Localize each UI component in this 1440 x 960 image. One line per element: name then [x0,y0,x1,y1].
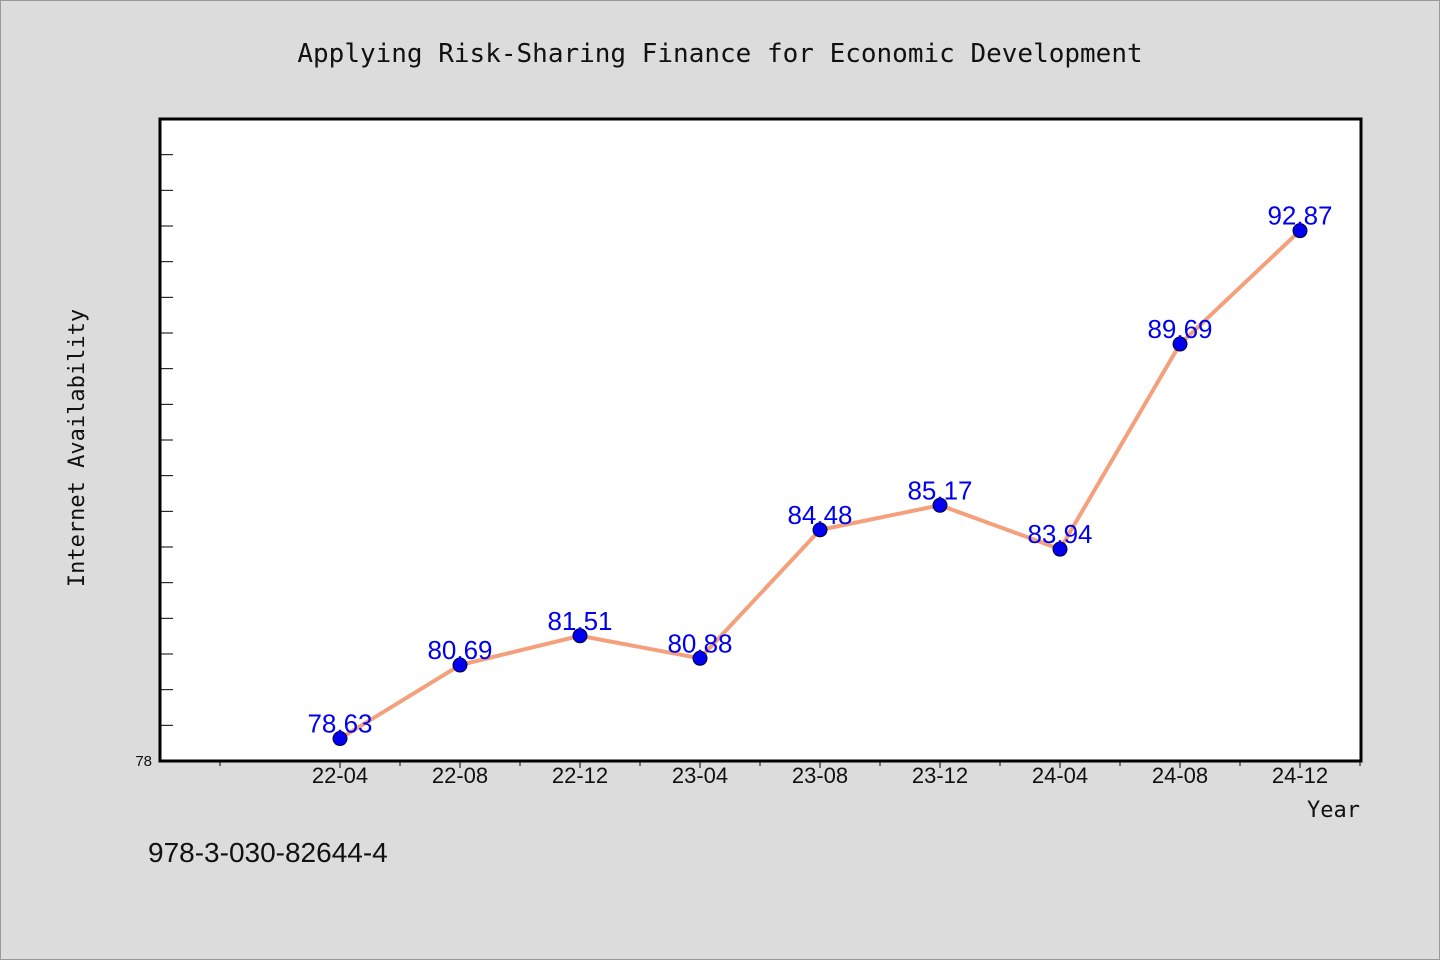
data-markers [332,223,1308,747]
data-label: 81.51 [547,606,612,636]
x-tick-label: 24-08 [1152,763,1208,788]
x-tick-label: 22-12 [552,763,608,788]
data-point [1172,336,1188,352]
data-label: 92.87 [1267,201,1332,231]
x-tick-label: 24-12 [1272,763,1328,788]
data-label: 78.63 [307,709,372,739]
data-label: 80.69 [427,635,492,665]
data-label: 89.69 [1147,314,1212,344]
x-axis-ticks: 22-04 22-08 22-12 23-04 23-08 23-12 24-04 24-08… [219,761,1361,788]
x-tick-label: 23-04 [672,763,728,788]
data-point [692,650,708,666]
data-point [1052,541,1068,557]
data-point [812,522,828,538]
x-tick-label: 22-08 [432,763,488,788]
data-label: 83.94 [1027,519,1092,549]
y-axis-ticks [160,154,173,726]
data-point [1292,223,1308,239]
y-tick-label: 78 [135,753,152,770]
data-point [932,497,948,513]
x-tick-label: 23-12 [912,763,968,788]
data-point [572,628,588,644]
data-label: 85.17 [907,475,972,505]
x-tick-label: 23-08 [792,763,848,788]
data-point [452,657,468,673]
data-label: 80.88 [667,628,732,658]
data-label: 84.48 [787,500,852,530]
y-axis-label: Internet Availability [65,309,90,587]
chart-title: Applying Risk-Sharing Finance for Econom… [297,39,1142,69]
data-point [332,731,348,747]
data-labels: 78.63 80.69 81.51 80.88 84.48 85.17 83.94 89.69… [307,201,1332,739]
x-tick-label: 22-04 [312,763,368,788]
x-tick-label: 24-04 [1032,763,1088,788]
x-axis-label: Year [1307,798,1360,823]
plot-area [158,117,1363,763]
isbn-label: 978-3-030-82644-4 [148,837,388,868]
